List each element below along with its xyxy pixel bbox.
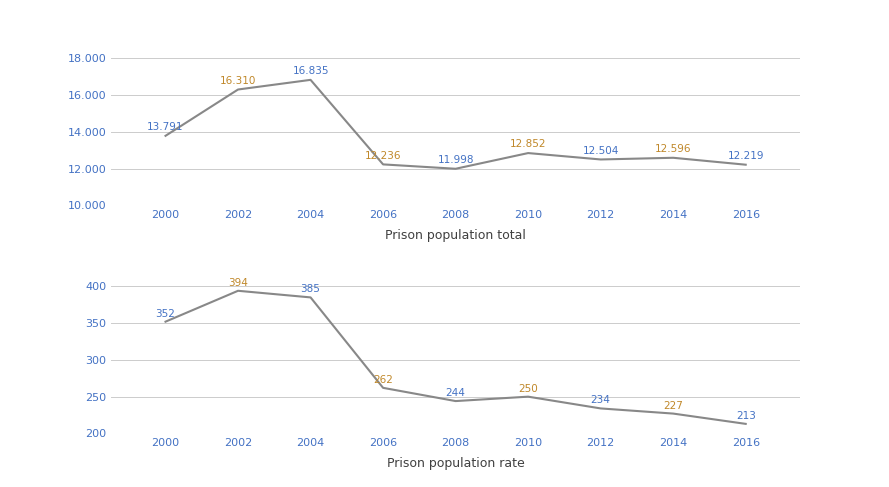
Text: 12.504: 12.504 — [582, 146, 619, 156]
Text: 213: 213 — [736, 411, 756, 421]
Text: 16.310: 16.310 — [220, 76, 256, 86]
Text: 16.835: 16.835 — [292, 66, 329, 76]
Text: 262: 262 — [373, 375, 393, 385]
Text: 250: 250 — [518, 384, 538, 393]
Text: 352: 352 — [156, 309, 175, 318]
Text: 244: 244 — [445, 388, 466, 398]
Text: 12.852: 12.852 — [510, 139, 547, 150]
Text: 11.998: 11.998 — [437, 155, 474, 165]
Text: 234: 234 — [590, 395, 611, 406]
Text: 12.219: 12.219 — [727, 151, 764, 161]
X-axis label: Prison population rate: Prison population rate — [387, 457, 525, 469]
Text: 394: 394 — [228, 278, 248, 288]
Text: 385: 385 — [300, 284, 321, 295]
Text: 227: 227 — [663, 401, 683, 411]
Text: 13.791: 13.791 — [148, 122, 184, 132]
Text: 12.236: 12.236 — [364, 150, 401, 161]
X-axis label: Prison population total: Prison population total — [385, 229, 526, 242]
Text: 12.596: 12.596 — [655, 144, 692, 154]
